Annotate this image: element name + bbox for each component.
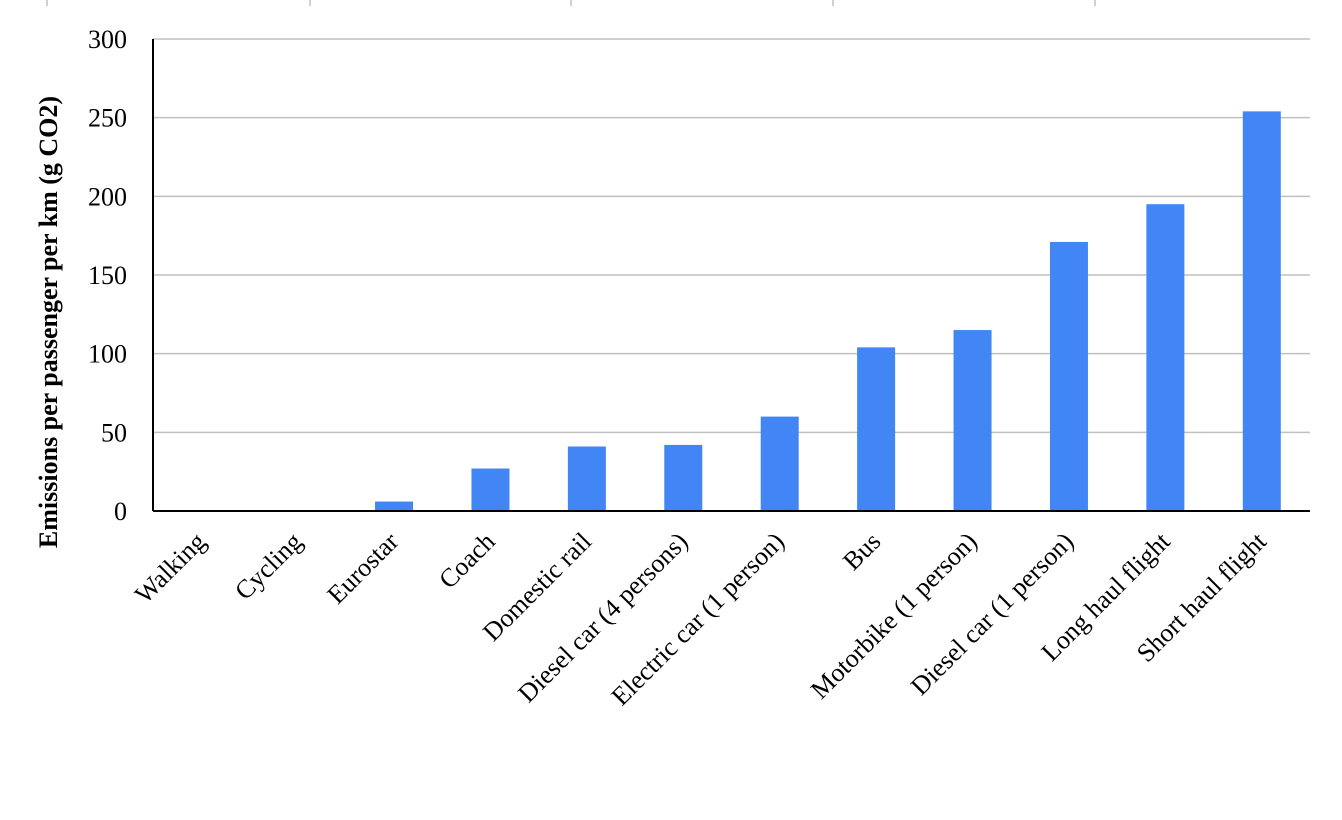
y-tick-label: 200 <box>88 182 127 211</box>
axes <box>152 39 1310 512</box>
x-tick-label: Diesel car (4 persons) <box>512 527 693 708</box>
y-tick-label: 300 <box>88 25 127 54</box>
x-tick-label: Coach <box>433 527 500 594</box>
bar <box>953 330 992 511</box>
bar <box>664 444 703 511</box>
bar <box>760 416 799 511</box>
x-tick-label: Electric car (1 person) <box>606 527 790 711</box>
y-tick-label: 250 <box>88 104 127 133</box>
bar <box>471 468 510 511</box>
y-tick-label: 150 <box>88 261 127 290</box>
x-tick-label: Diesel car (1 person) <box>905 527 1079 701</box>
y-axis-title: Emissions per passenger per km (g CO2) <box>34 96 63 548</box>
bar <box>567 446 606 511</box>
y-tick-label: 50 <box>101 418 127 447</box>
bar <box>375 501 414 511</box>
y-tick-labels: 0 50 100 150 200 250 300 <box>88 25 127 526</box>
x-tick-label: Walking <box>129 527 211 609</box>
bar <box>1049 241 1088 511</box>
x-tick-label: Cycling <box>229 527 308 606</box>
top-strip <box>46 0 1096 6</box>
bar <box>1242 111 1281 511</box>
bar <box>1146 204 1185 511</box>
y-tick-label: 0 <box>114 497 127 526</box>
bar <box>857 347 896 511</box>
y-tick-label: 100 <box>88 340 127 369</box>
bars <box>375 111 1281 511</box>
x-tick-label: Eurostar <box>321 527 404 610</box>
x-tick-label: Bus <box>837 527 886 576</box>
x-tick-label: Motorbike (1 person) <box>805 527 983 705</box>
gridlines <box>153 38 1310 434</box>
